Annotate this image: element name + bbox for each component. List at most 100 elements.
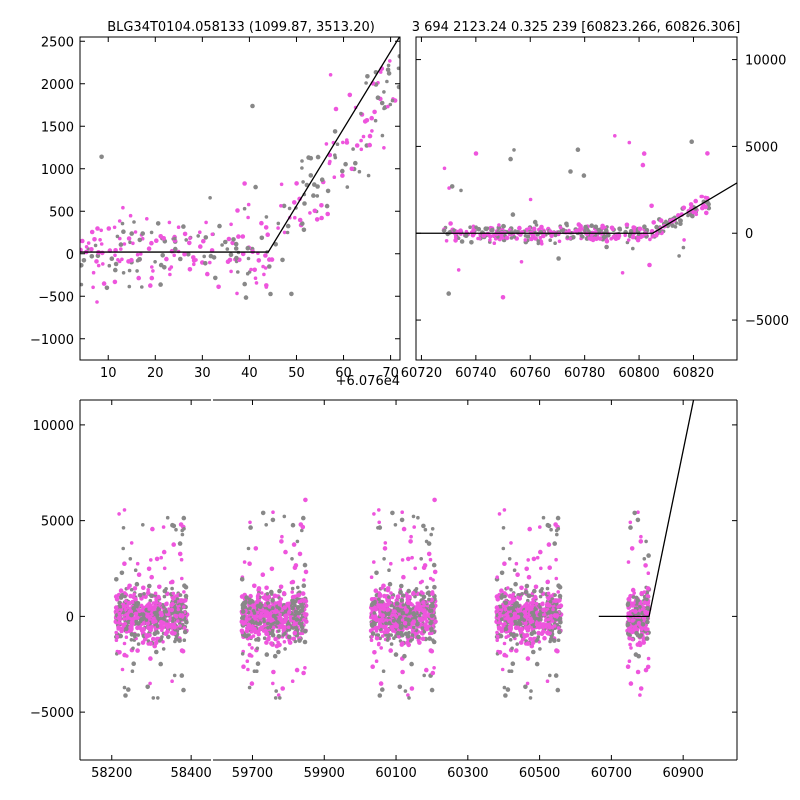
data-point [474, 225, 478, 229]
data-point-highlight [119, 247, 123, 251]
data-point [537, 612, 543, 617]
model-line [80, 37, 400, 253]
data-point-highlight [157, 584, 162, 590]
data-point [202, 254, 206, 259]
data-point-highlight [529, 604, 534, 610]
data-point [646, 553, 651, 558]
data-point [315, 154, 321, 160]
data-point-highlight [526, 614, 530, 619]
data-point [290, 522, 296, 528]
data-point-highlight [367, 142, 373, 148]
data-point-highlight [627, 597, 632, 602]
data-point-highlight [372, 512, 376, 516]
data-point-highlight [240, 251, 246, 257]
data-point-highlight [117, 615, 122, 620]
data-point-highlight [120, 257, 124, 262]
data-point-highlight [500, 295, 506, 300]
data-point [385, 67, 391, 73]
data-point-highlight [629, 546, 635, 551]
data-point [182, 629, 188, 635]
data-point-highlight [252, 583, 257, 589]
data-point [644, 539, 648, 544]
data-point-highlight [166, 622, 171, 626]
data-point-highlight [517, 225, 522, 231]
x-tick-label: 60820 [673, 366, 714, 381]
data-point [136, 642, 141, 646]
data-point-highlight [654, 232, 659, 238]
data-point [289, 291, 294, 297]
data-point [411, 611, 417, 616]
data-point-highlight [167, 267, 172, 271]
data-point [575, 147, 581, 152]
data-point-highlight [651, 220, 656, 225]
x-tick-label: 60 [335, 366, 352, 381]
data-point-highlight [208, 260, 212, 265]
data-point [259, 235, 265, 241]
data-point-highlight [392, 609, 397, 614]
data-point-highlight [91, 285, 95, 290]
data-point [389, 642, 394, 646]
data-point-highlight [292, 621, 298, 627]
data-point [271, 613, 277, 619]
data-point-highlight [154, 619, 158, 624]
data-point-highlight [297, 217, 303, 223]
data-point-highlight [542, 622, 547, 626]
data-point [126, 687, 131, 692]
data-point-highlight [280, 534, 284, 539]
data-point-highlight [418, 580, 423, 585]
data-point [301, 180, 305, 184]
data-point-highlight [410, 555, 414, 560]
data-point-highlight [126, 259, 131, 264]
data-point [357, 169, 362, 174]
data-point-highlight [494, 231, 499, 237]
data-point [268, 291, 273, 297]
data-point-highlight [319, 203, 324, 208]
data-point-highlight [388, 59, 392, 63]
data-point [529, 689, 533, 693]
data-point [141, 523, 145, 527]
data-point [548, 673, 552, 678]
data-point [628, 525, 633, 530]
data-point [109, 256, 115, 262]
data-point-highlight [149, 275, 155, 281]
data-point-highlight [534, 601, 539, 606]
y-tick-label: 2000 [41, 78, 74, 93]
data-point-highlight [432, 569, 438, 575]
data-point-highlight [267, 635, 271, 639]
data-point [468, 225, 472, 229]
data-point [162, 605, 166, 609]
data-point [429, 613, 435, 619]
data-point [301, 515, 306, 521]
y-tick-label: 500 [49, 205, 74, 220]
data-point [303, 629, 308, 634]
data-point [266, 621, 270, 626]
data-point [118, 242, 124, 247]
data-point-highlight [118, 588, 124, 593]
data-point [154, 613, 159, 617]
data-point-highlight [264, 283, 269, 288]
data-point [564, 221, 569, 227]
data-point-highlight [171, 591, 176, 596]
data-point [386, 71, 392, 76]
axes-frame [415, 36, 738, 361]
data-point-highlight [135, 252, 140, 257]
data-point-highlight [80, 238, 85, 244]
data-point-highlight [411, 591, 416, 596]
data-point-highlight [361, 134, 366, 139]
data-point-highlight [259, 611, 264, 615]
data-point-highlight [254, 281, 259, 285]
data-point-highlight [630, 618, 635, 623]
data-point [423, 527, 428, 532]
data-point-highlight [627, 140, 632, 145]
data-point-highlight [694, 212, 699, 217]
data-point [381, 669, 386, 673]
data-point-highlight [225, 259, 231, 265]
data-point [428, 620, 433, 626]
data-point [231, 237, 236, 242]
data-point-highlight [630, 604, 635, 608]
data-point [538, 594, 543, 599]
data-point [552, 541, 557, 546]
data-point-highlight [240, 630, 244, 635]
data-point-highlight [180, 648, 186, 654]
data-point [270, 622, 275, 626]
